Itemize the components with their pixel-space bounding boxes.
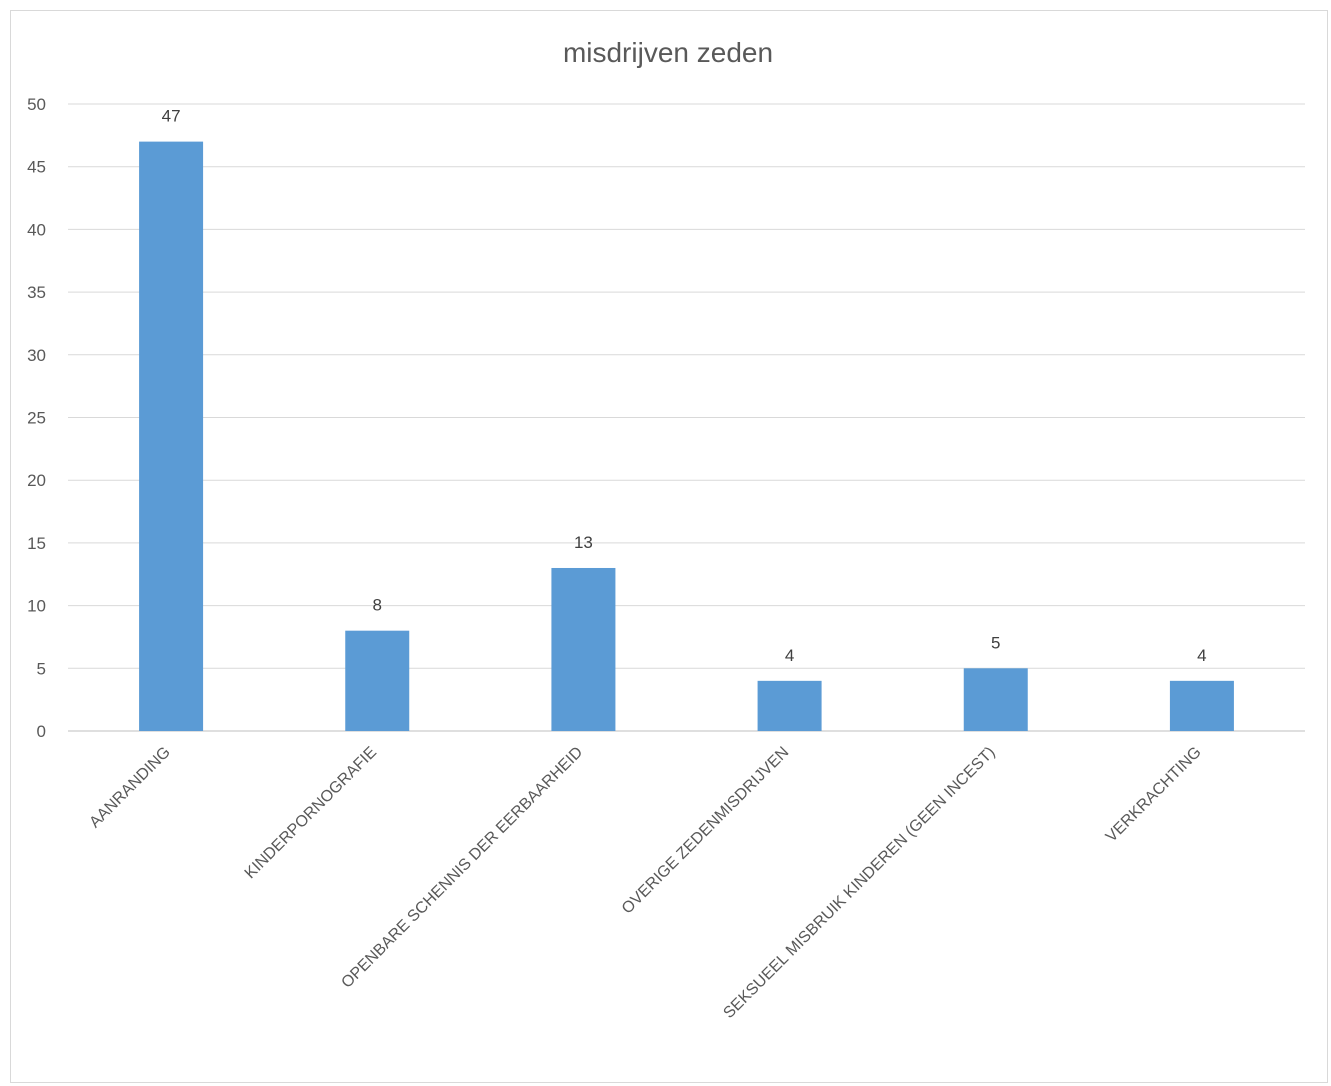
category-label: VERKRACHTING [1103, 744, 1205, 846]
data-labels: 47 8 13 4 5 4 [162, 107, 1207, 665]
y-tick-label: 0 [37, 722, 46, 741]
category-label: KINDERPORNOGRAFIE [242, 744, 380, 882]
y-tick-label: 20 [27, 471, 46, 490]
gridlines [68, 103, 1305, 732]
y-tick-label: 25 [27, 409, 46, 428]
y-tick-label: 35 [27, 283, 46, 302]
bar [1169, 680, 1234, 731]
bar [757, 680, 822, 731]
data-label: 47 [162, 107, 181, 126]
y-axis-ticks: 0 5 10 15 20 25 30 35 40 45 50 [27, 95, 46, 741]
category-label: OPENBARE SCHENNIS DER EERBAARHEID [338, 744, 586, 992]
y-tick-label: 45 [27, 158, 46, 177]
y-tick-label: 50 [27, 95, 46, 114]
data-label: 13 [574, 533, 593, 552]
chart-frame [10, 10, 1328, 1083]
y-tick-label: 15 [27, 534, 46, 553]
category-label: OVERIGE ZEDENMISDRIJVEN [619, 744, 793, 918]
y-tick-label: 5 [37, 659, 46, 678]
bar [551, 567, 616, 731]
bar [139, 141, 204, 731]
data-label: 5 [991, 633, 1000, 652]
y-tick-label: 30 [27, 346, 46, 365]
y-tick-label: 40 [27, 220, 46, 239]
data-label: 4 [785, 646, 794, 665]
category-label: AANRANDING [86, 744, 173, 831]
bar [345, 630, 410, 731]
bar [963, 668, 1028, 731]
y-tick-label: 10 [27, 597, 46, 616]
data-label: 4 [1197, 646, 1206, 665]
chart-title: misdrijven zeden [563, 37, 773, 68]
data-label: 8 [373, 596, 382, 615]
bars [139, 141, 1234, 731]
